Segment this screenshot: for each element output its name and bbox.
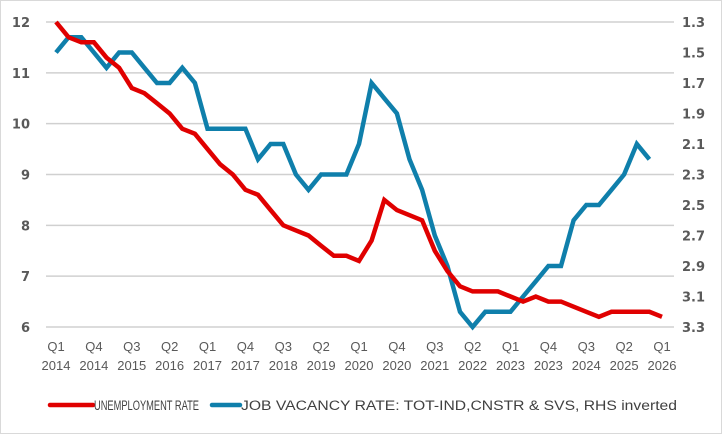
x-tick-year: 2026 [648, 358, 677, 373]
gridlines [46, 21, 674, 328]
legend-label-job-vacancy: JOB VACANCY RATE: TOT-IND,CNSTR & SVS, R… [241, 398, 677, 413]
legend: UNEMPLOYMENT RATE JOB VACANCY RATE: TOT-I… [47, 398, 677, 413]
series-lines [54, 20, 663, 331]
x-tick-quarter: Q2 [464, 339, 481, 354]
x-tick-year: 2018 [269, 358, 298, 373]
unemployment-rate-line [54, 20, 663, 320]
y-right-tick-label: 3.1 [682, 291, 705, 306]
y-right-tick-label: 2.5 [682, 199, 705, 214]
x-tick-year: 2014 [42, 358, 71, 373]
y-left-tick-label: 7 [21, 270, 30, 285]
x-tick-year: 2016 [155, 358, 184, 373]
x-tick-quarter: Q4 [85, 339, 102, 354]
y-right-tick-label: 2.7 [682, 230, 705, 245]
x-tick-year: 2015 [117, 358, 146, 373]
x-tick-quarter: Q2 [615, 339, 632, 354]
x-tick-quarter: Q2 [161, 339, 178, 354]
x-tick-year: 2023 [534, 358, 563, 373]
x-tick-year: 2024 [572, 358, 601, 373]
x-tick-quarter: Q3 [123, 339, 140, 354]
y-right-tick-label: 1.3 [682, 16, 705, 31]
x-tick-year: 2022 [458, 358, 487, 373]
y-left-tick-label: 9 [21, 169, 30, 184]
y-right-tick-label: 2.3 [682, 169, 705, 184]
y-left-tick-label: 8 [21, 219, 30, 234]
right-axis-ticks: 1.3 1.5 1.7 1.9 2.1 2.3 2.5 2.7 2.9 3.1 3.3 [682, 16, 705, 336]
x-tick-quarter: Q3 [578, 339, 595, 354]
y-left-tick-label: 12 [12, 16, 30, 31]
left-axis-ticks: 12 11 10 9 8 7 6 [12, 16, 30, 336]
x-tick-quarter: Q4 [388, 339, 405, 354]
y-left-tick-label: 6 [21, 321, 30, 336]
y-right-tick-label: 1.7 [682, 77, 705, 92]
x-tick-year: 2017 [231, 358, 260, 373]
x-tick-year: 2017 [193, 358, 222, 373]
y-left-tick-label: 10 [12, 118, 30, 133]
y-right-tick-label: 2.1 [682, 138, 705, 153]
y-right-tick-label: 1.9 [682, 108, 705, 123]
x-tick-year: 2020 [345, 358, 374, 373]
x-tick-quarter: Q1 [502, 339, 519, 354]
legend-label-unemployment: UNEMPLOYMENT RATE [94, 398, 199, 413]
job-vacancy-rate-line [54, 34, 652, 331]
x-axis-ticks: Q1 2014 Q4 2014 Q3 2015 Q2 2016 Q1 2017 Q4 2017 Q3 20… [42, 339, 677, 373]
y-right-tick-label: 1.5 [682, 47, 705, 62]
x-tick-year: 2019 [307, 358, 336, 373]
x-tick-year: 2020 [382, 358, 411, 373]
y-right-tick-label: 2.9 [682, 260, 705, 275]
x-tick-quarter: Q2 [312, 339, 329, 354]
x-tick-quarter: Q3 [275, 339, 292, 354]
x-tick-quarter: Q3 [426, 339, 443, 354]
x-tick-year: 2023 [496, 358, 525, 373]
x-tick-quarter: Q1 [350, 339, 367, 354]
x-tick-year: 2021 [420, 358, 449, 373]
y-right-tick-label: 3.3 [682, 321, 705, 336]
x-tick-year: 2014 [79, 358, 108, 373]
x-tick-quarter: Q4 [237, 339, 254, 354]
x-tick-quarter: Q1 [199, 339, 216, 354]
x-tick-quarter: Q1 [47, 339, 64, 354]
y-left-tick-label: 11 [12, 67, 30, 82]
x-tick-year: 2025 [610, 358, 639, 373]
x-tick-quarter: Q4 [540, 339, 557, 354]
x-tick-quarter: Q1 [653, 339, 670, 354]
